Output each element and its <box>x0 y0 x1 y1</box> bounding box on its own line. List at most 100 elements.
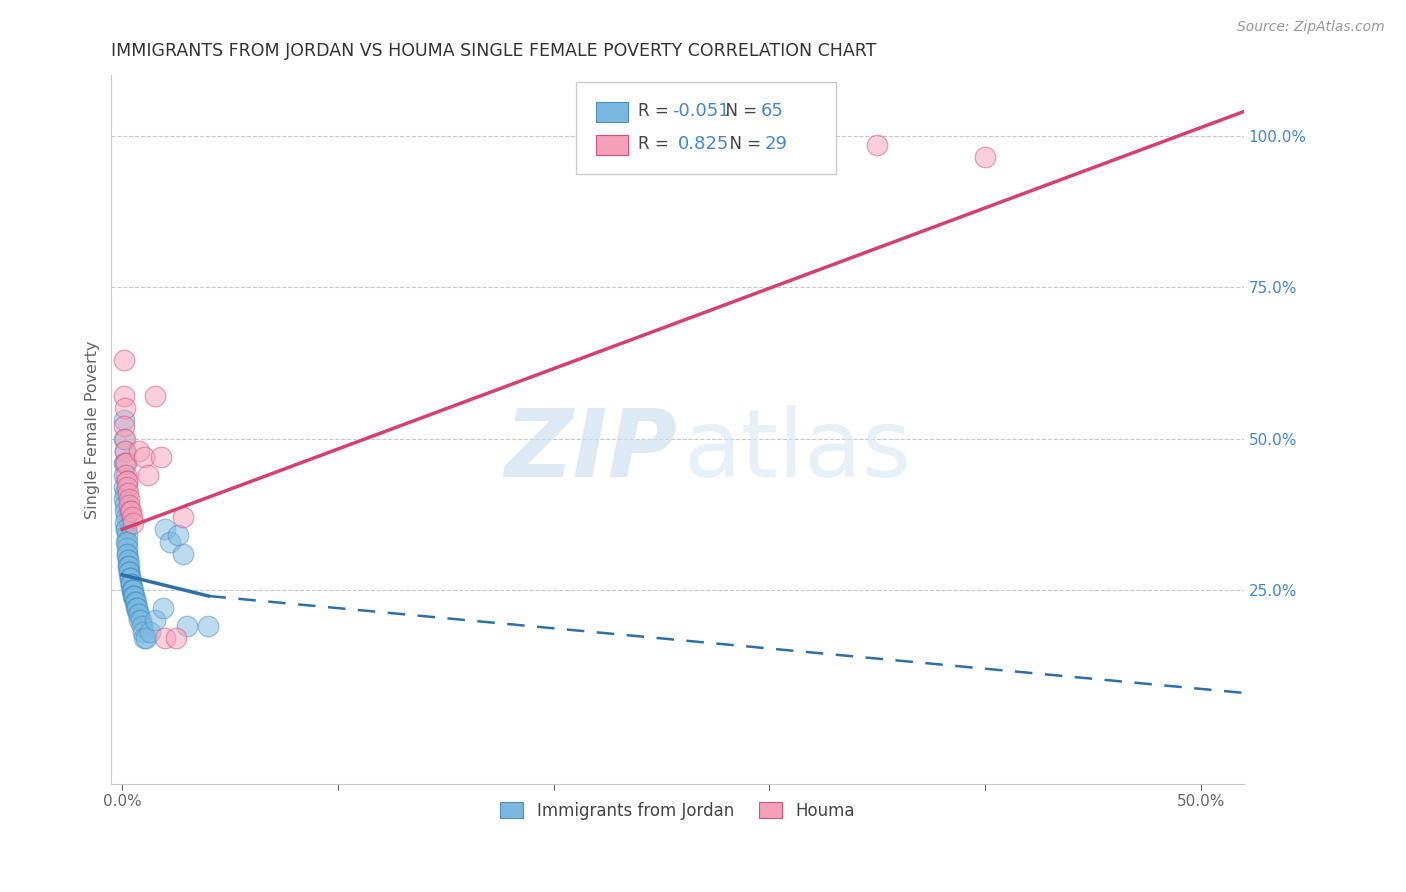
Point <box>120 571 142 585</box>
Point <box>112 456 135 470</box>
Point <box>121 582 143 597</box>
Point <box>117 558 139 573</box>
Point <box>115 534 138 549</box>
Point <box>132 450 155 464</box>
Point <box>155 632 177 646</box>
Point <box>122 516 145 531</box>
Point <box>127 607 149 622</box>
Point <box>114 498 136 512</box>
Point <box>135 632 157 646</box>
Point <box>112 389 135 403</box>
Text: 65: 65 <box>761 102 783 120</box>
Point <box>112 467 135 482</box>
Point <box>128 613 150 627</box>
Point <box>152 601 174 615</box>
Point <box>118 504 141 518</box>
Point <box>121 510 143 524</box>
Point <box>114 510 136 524</box>
Y-axis label: Single Female Poverty: Single Female Poverty <box>86 340 100 519</box>
Point <box>165 632 187 646</box>
Point <box>176 619 198 633</box>
Point <box>122 589 145 603</box>
Point <box>112 432 135 446</box>
Text: N =: N = <box>716 102 762 120</box>
Point <box>112 352 135 367</box>
Point <box>117 480 139 494</box>
Point <box>114 456 136 470</box>
Text: Source: ZipAtlas.com: Source: ZipAtlas.com <box>1237 20 1385 34</box>
Point <box>118 565 141 579</box>
Text: IMMIGRANTS FROM JORDAN VS HOUMA SINGLE FEMALE POVERTY CORRELATION CHART: IMMIGRANTS FROM JORDAN VS HOUMA SINGLE F… <box>111 42 877 60</box>
Point <box>167 528 190 542</box>
Point <box>118 498 141 512</box>
FancyBboxPatch shape <box>596 136 627 155</box>
Point <box>112 492 135 507</box>
Point <box>114 504 136 518</box>
Text: -0.051: -0.051 <box>672 102 730 120</box>
Point <box>118 565 141 579</box>
Legend: Immigrants from Jordan, Houma: Immigrants from Jordan, Houma <box>495 797 860 825</box>
Point <box>758 150 780 164</box>
Point <box>114 443 136 458</box>
Text: R =: R = <box>638 102 673 120</box>
Text: R =: R = <box>638 135 679 153</box>
Text: atlas: atlas <box>683 405 911 497</box>
Point <box>131 625 153 640</box>
Point <box>121 582 143 597</box>
Point <box>143 389 166 403</box>
Point <box>114 432 136 446</box>
Point <box>120 504 142 518</box>
Point <box>122 589 145 603</box>
Point <box>117 552 139 566</box>
Point <box>112 480 135 494</box>
Point <box>120 577 142 591</box>
Point <box>114 516 136 531</box>
Point <box>118 558 141 573</box>
Point <box>122 589 145 603</box>
FancyBboxPatch shape <box>575 82 837 175</box>
Point <box>114 401 136 416</box>
Point <box>197 619 219 633</box>
Point <box>131 619 153 633</box>
Point <box>150 450 173 464</box>
Point <box>115 522 138 536</box>
Text: ZIP: ZIP <box>505 405 678 497</box>
Point <box>124 595 146 609</box>
Point <box>112 419 135 434</box>
Point <box>120 577 142 591</box>
Point <box>129 613 152 627</box>
Point <box>172 547 194 561</box>
Point <box>128 443 150 458</box>
Point <box>117 552 139 566</box>
Point <box>132 632 155 646</box>
Point <box>125 601 148 615</box>
Point <box>121 582 143 597</box>
Point <box>139 625 162 640</box>
Point <box>124 589 146 603</box>
Point <box>115 474 138 488</box>
Point <box>127 601 149 615</box>
Point <box>121 582 143 597</box>
FancyBboxPatch shape <box>596 102 627 122</box>
Point <box>866 137 889 152</box>
Point <box>117 486 139 500</box>
Text: N =: N = <box>720 135 766 153</box>
Point <box>128 607 150 622</box>
Point <box>112 413 135 427</box>
Point <box>118 571 141 585</box>
Point <box>114 486 136 500</box>
Point <box>124 595 146 609</box>
Point <box>117 547 139 561</box>
Point <box>124 595 146 609</box>
Point <box>115 541 138 555</box>
Text: 0.825: 0.825 <box>678 135 728 153</box>
Point <box>136 467 159 482</box>
Text: 29: 29 <box>765 135 787 153</box>
Point <box>114 443 136 458</box>
Point <box>120 577 142 591</box>
Point <box>974 150 997 164</box>
Point <box>115 467 138 482</box>
Point <box>117 558 139 573</box>
Point <box>172 510 194 524</box>
Point <box>114 456 136 470</box>
